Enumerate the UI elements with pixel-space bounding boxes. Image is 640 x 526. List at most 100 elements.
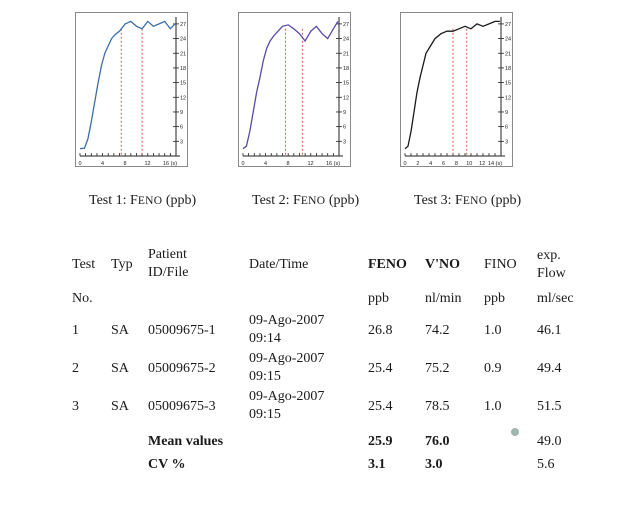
x-tick-label: 10 (466, 161, 472, 166)
row-test: 1 (72, 323, 79, 338)
row-time: 09:14 (249, 331, 281, 346)
unit-flow: ml/sec (537, 291, 574, 306)
header-patient: Patient (148, 247, 187, 262)
row-flow: 46.1 (537, 323, 562, 338)
y-tick-label: 6 (180, 125, 183, 131)
header-date-time: Date/Time (249, 257, 309, 272)
x-tick-label: 0 (403, 161, 406, 166)
y-tick-label: 24 (180, 37, 186, 43)
y-tick-label: 6 (343, 125, 346, 131)
y-tick-label: 12 (505, 95, 511, 101)
y-tick-label: 18 (505, 66, 511, 72)
x-tick-label: 12 (144, 161, 150, 166)
x-tick-label: 8 (123, 161, 126, 166)
scan-speck (511, 428, 519, 436)
header-vno: V'NO (425, 257, 460, 272)
row-date: 09-Ago-2007 (249, 389, 325, 404)
chart-caption-2: Test 2: FENO (ppb) (252, 193, 360, 208)
chart-caption-1: Test 1: FENO (ppb) (89, 193, 197, 208)
row-fino: 1.0 (484, 399, 502, 414)
row-date: 09-Ago-2007 (249, 313, 325, 328)
row-time: 09:15 (249, 407, 281, 422)
y-tick-label: 9 (180, 110, 183, 116)
row-feno: 25.4 (368, 361, 393, 376)
feno-series-line (242, 21, 339, 150)
row-feno: 26.8 (368, 323, 393, 338)
y-tick-label: 21 (180, 51, 186, 57)
y-tick-label: 15 (343, 81, 349, 87)
chart-test-3: 0 2 4 6 8 10 12 14 (s) 27 24 21 18 15 12 9 6 3 (400, 12, 513, 167)
header-typ: Typ (111, 257, 133, 272)
row-typ: SA (111, 361, 129, 376)
y-tick-label: 9 (343, 110, 346, 116)
x-tick-label: 4 (429, 161, 432, 166)
y-tick-label: 6 (505, 125, 508, 131)
row-test: 2 (72, 361, 79, 376)
unit-test-no: No. (72, 291, 93, 306)
cv-flow: 5.6 (537, 457, 555, 472)
y-tick-label: 24 (343, 37, 349, 43)
y-tick-label: 18 (180, 66, 186, 72)
header-fino: FINO (484, 257, 517, 272)
row-vno: 78.5 (425, 399, 450, 414)
x-tick-label: 4 (264, 161, 267, 166)
mean-label: Mean values (148, 434, 224, 449)
row-typ: SA (111, 399, 129, 414)
row-typ: SA (111, 323, 129, 338)
y-tick-label: 27 (180, 22, 186, 28)
x-tick-label: 4 (101, 161, 104, 166)
unit-feno: ppb (368, 291, 389, 306)
x-tick-label: 14 (s) (488, 161, 502, 166)
y-tick-label: 12 (180, 95, 186, 101)
x-tick-label: 8 (455, 161, 458, 166)
x-tick-label: 12 (307, 161, 313, 166)
x-tick-label: 6 (442, 161, 445, 166)
y-tick-label: 24 (505, 37, 511, 43)
feno-chart-2: 0 4 8 12 16 (s) 27 24 21 18 15 12 9 6 3 (241, 17, 349, 166)
y-tick-label: 21 (343, 51, 349, 57)
row-patient: 05009675-3 (148, 399, 216, 414)
row-flow: 49.4 (537, 361, 562, 376)
row-feno: 25.4 (368, 399, 393, 414)
y-tick-label: 27 (505, 22, 511, 28)
cv-feno: 3.1 (368, 457, 386, 472)
feno-series-line (404, 20, 500, 150)
row-vno: 74.2 (425, 323, 450, 338)
header-flow: Flow (537, 266, 566, 281)
header-id-file: ID/File (148, 265, 189, 280)
row-fino: 1.0 (484, 323, 502, 338)
header-feno: FENO (368, 257, 407, 272)
header-test: Test (72, 257, 96, 272)
y-tick-label: 15 (505, 81, 511, 87)
x-tick-label: 2 (416, 161, 419, 166)
chart-test-1: 0 4 8 12 16 (s) 27 24 21 18 15 12 9 6 3 (75, 12, 188, 167)
feno-series-line (79, 20, 176, 150)
x-tick-label: 16 (s) (326, 161, 340, 166)
y-tick-label: 12 (343, 95, 349, 101)
y-tick-label: 27 (343, 22, 349, 28)
mean-flow: 49.0 (537, 434, 562, 449)
x-tick-label: 16 (s) (163, 161, 177, 166)
row-vno: 75.2 (425, 361, 450, 376)
row-test: 3 (72, 399, 79, 414)
chart-test-2: 0 4 8 12 16 (s) 27 24 21 18 15 12 9 6 3 (238, 12, 351, 167)
y-tick-label: 3 (180, 139, 183, 145)
cv-vno: 3.0 (425, 457, 443, 472)
cv-label: CV % (148, 457, 186, 472)
mean-feno: 25.9 (368, 434, 393, 449)
header-exp: exp. (537, 248, 561, 263)
y-tick-label: 3 (343, 139, 346, 145)
x-tick-label: 0 (241, 161, 244, 166)
mean-vno: 76.0 (425, 434, 450, 449)
row-flow: 51.5 (537, 399, 562, 414)
row-patient: 05009675-1 (148, 323, 216, 338)
y-tick-label: 15 (180, 81, 186, 87)
y-tick-label: 9 (505, 110, 508, 116)
x-tick-label: 8 (286, 161, 289, 166)
y-tick-label: 21 (505, 51, 511, 57)
y-tick-label: 18 (343, 66, 349, 72)
unit-fino: ppb (484, 291, 505, 306)
row-patient: 05009675-2 (148, 361, 216, 376)
y-tick-label: 3 (505, 139, 508, 145)
